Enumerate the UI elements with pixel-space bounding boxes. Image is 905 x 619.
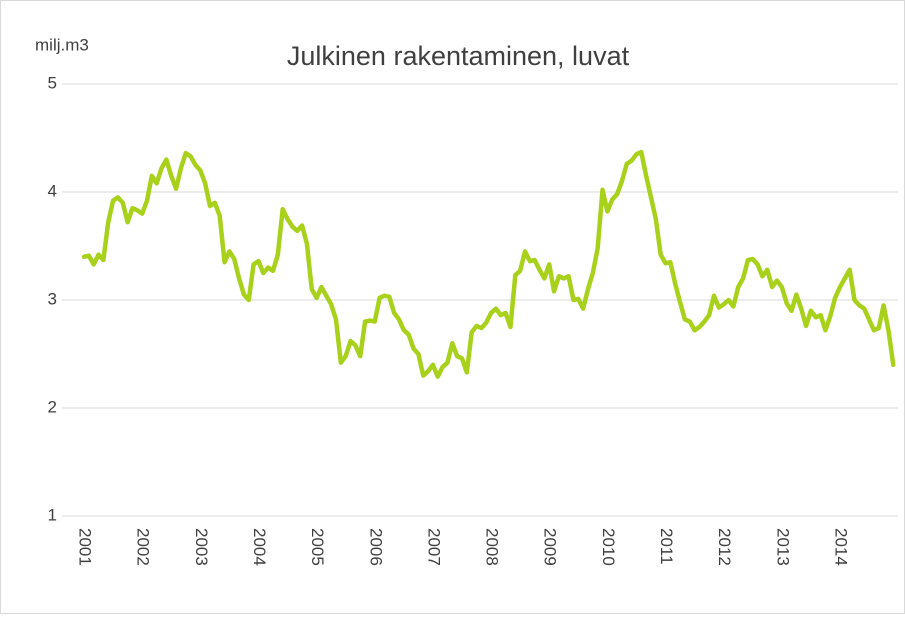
y-tick-label: 3	[48, 289, 57, 308]
x-tick-label: 2003	[192, 528, 211, 566]
x-tick-label: 2013	[773, 528, 792, 566]
x-tick-label: 2005	[308, 528, 327, 566]
x-tick-label: 2002	[134, 528, 153, 566]
x-tick-label: 2010	[599, 528, 618, 566]
data-line	[81, 149, 896, 379]
x-tick-label: 2012	[715, 528, 734, 566]
x-tick-label: 2004	[250, 528, 269, 566]
y-tick-label: 4	[48, 181, 57, 200]
x-tick-label: 2007	[424, 528, 443, 566]
x-tick-label: 2009	[541, 528, 560, 566]
y-tick-label: 2	[48, 397, 57, 416]
chart-title: Julkinen rakentaminen, luvat	[287, 41, 630, 71]
x-tick-label: 2014	[831, 528, 850, 566]
x-tick-label: 2001	[76, 528, 95, 566]
x-tick-label: 2008	[483, 528, 502, 566]
y-tick-label: 1	[48, 505, 57, 524]
y-axis-label: milj.m3	[35, 35, 89, 54]
y-tick-label: 5	[48, 73, 57, 92]
x-tick-label: 2006	[366, 528, 385, 566]
x-tick-label: 2011	[657, 528, 676, 565]
